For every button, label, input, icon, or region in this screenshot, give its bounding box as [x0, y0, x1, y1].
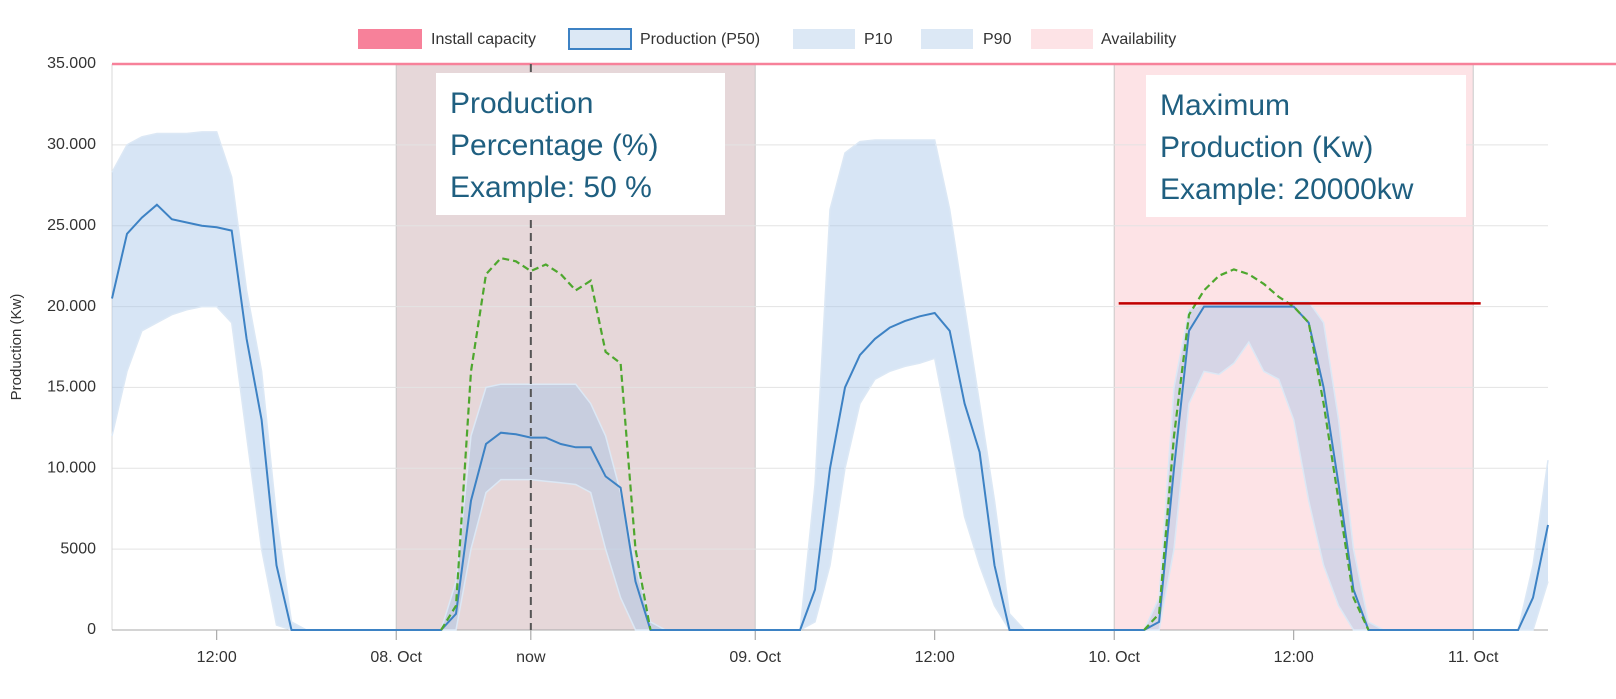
annotation-text: Example: 20000kw — [1160, 173, 1414, 206]
legend-swatch — [1031, 29, 1093, 49]
annotation-text: Percentage (%) — [450, 129, 658, 162]
legend-swatch — [921, 29, 973, 49]
x-tick-label: 11. Oct — [1448, 649, 1499, 666]
y-tick-label: 35.000 — [47, 55, 96, 72]
x-tick-label: now — [516, 649, 546, 666]
legend-label: P90 — [983, 31, 1012, 48]
legend-label: Install capacity — [431, 31, 536, 48]
legend-swatch — [358, 29, 422, 49]
annotation-text: Production (Kw) — [1160, 131, 1373, 164]
legend-swatch — [568, 28, 632, 50]
y-tick-label: 10.000 — [47, 460, 96, 477]
x-tick-label: 08. Oct — [370, 649, 422, 666]
x-tick-label: 10. Oct — [1088, 649, 1140, 666]
legend-label: Production (P50) — [640, 31, 760, 48]
y-tick-label: 15.000 — [47, 379, 96, 396]
y-tick-label: 30.000 — [47, 136, 96, 153]
legend-label: Availability — [1101, 31, 1176, 48]
annotation-box — [1146, 75, 1466, 217]
x-tick-label: 12:00 — [197, 649, 237, 666]
x-tick-label: 09. Oct — [729, 649, 781, 666]
annotation-text: Example: 50 % — [450, 171, 652, 204]
x-tick-label: 12:00 — [915, 649, 955, 666]
y-tick-label: 0 — [87, 621, 96, 638]
legend-swatch — [793, 29, 855, 49]
annotation-box — [436, 73, 725, 215]
annotation-text: Production — [450, 87, 593, 120]
y-axis-title: Production (Kw) — [8, 294, 25, 401]
y-tick-label: 5000 — [60, 540, 96, 557]
x-tick-label: 12:00 — [1274, 649, 1314, 666]
legend-label: P10 — [864, 31, 893, 48]
y-tick-label: 25.000 — [47, 217, 96, 234]
annotation-text: Maximum — [1160, 89, 1290, 122]
p50-line — [111, 203, 1549, 631]
y-tick-label: 20.000 — [47, 298, 96, 315]
dashed-line — [440, 256, 1370, 631]
